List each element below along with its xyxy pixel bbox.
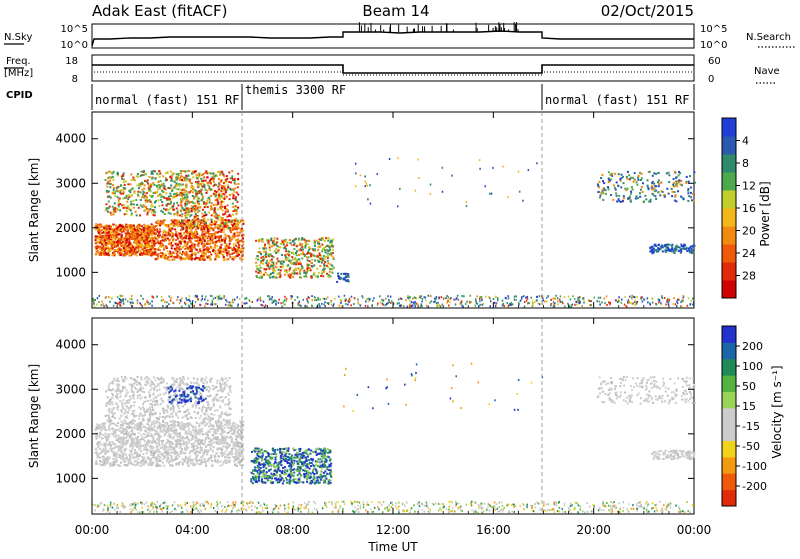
nsky-tick-low: 10^0	[61, 40, 88, 51]
y-tick-label: 3000	[55, 382, 86, 396]
colorbar-tick-label: -50	[742, 440, 760, 453]
nsearch-tick-low: 10^0	[700, 40, 727, 51]
colorbar-swatch	[722, 226, 736, 245]
colorbar-tick-label: 16	[742, 202, 756, 215]
nsky-tick-high: 10^5	[61, 24, 88, 35]
colorbar-swatch	[722, 262, 736, 281]
power-colorbar: 4 8 12 16 20 24 28	[722, 118, 756, 299]
freq-tick-high: 18	[65, 56, 78, 67]
colorbar-tick-label: 12	[742, 180, 756, 193]
freq-line	[92, 65, 694, 73]
colorbar-swatch	[722, 375, 736, 392]
colorbar-tick-label: 100	[742, 360, 763, 373]
colorbar-tick-label: 200	[742, 340, 763, 353]
colorbar-swatch	[722, 136, 736, 155]
colorbar-swatch	[722, 424, 736, 441]
x-tick-label: 20:00	[576, 523, 611, 537]
y-tick-label: 3000	[55, 176, 86, 190]
colorbar-swatch	[722, 473, 736, 490]
colorbar-swatch	[722, 457, 736, 474]
beam-label: Beam 14	[362, 2, 429, 20]
colorbar-swatch	[722, 172, 736, 191]
colorbar-swatch	[722, 408, 736, 425]
colorbar-swatch	[722, 326, 736, 343]
y-tick-label: 1000	[55, 471, 86, 485]
power-panel: 1000 2000 3000 4000 Slant Range [km] 4 8 12 16…	[27, 112, 772, 308]
station-title: Adak East (fitACF)	[92, 2, 227, 20]
colorbar-swatch	[722, 118, 736, 137]
colorbar-tick-label: -100	[742, 460, 767, 473]
nsky-panel: N.Sky 10^5 10^0 10^5 10^0 N.Search	[4, 22, 796, 51]
velocity-colorbar-label: Velocity [m s⁻¹]	[770, 365, 784, 458]
colorbar-swatch	[722, 441, 736, 458]
colorbar-swatch	[722, 342, 736, 359]
nsky-label: N.Sky	[4, 32, 32, 43]
cpid-segment-2: themis 3300 RF	[245, 83, 346, 97]
x-tick-label: 16:00	[476, 523, 511, 537]
freq-label-line1: Freq.	[6, 56, 31, 67]
date-label: 02/Oct/2015	[601, 2, 694, 20]
x-tick-label: 00:00	[677, 523, 712, 537]
colorbar-swatch	[722, 208, 736, 227]
cpid-row: CPID normal (fast) 151 RF themis 3300 RF…	[6, 83, 694, 110]
colorbar-swatch	[722, 280, 736, 299]
velocity-colorbar: 200 100 50 15 -15 -50 -100 -200	[722, 326, 767, 507]
colorbar-tick-label: 28	[742, 270, 756, 283]
colorbar-swatch	[722, 359, 736, 376]
colorbar-tick-label: -15	[742, 420, 760, 433]
colorbar-tick-label: 8	[742, 157, 749, 170]
y-tick-label: 1000	[55, 265, 86, 279]
colorbar-tick-label: 50	[742, 380, 756, 393]
colorbar-swatch	[722, 190, 736, 209]
x-tick-label: 04:00	[175, 523, 210, 537]
freq-tick-low: 8	[72, 74, 78, 85]
power-colorbar-label: Power [dB]	[758, 181, 772, 246]
nave-label: Nave	[754, 66, 780, 77]
power-ylabel: Slant Range [km]	[27, 158, 41, 262]
cpid-label: CPID	[6, 90, 33, 101]
freq-panel: Freq. [MHz] 18 8 60 0 Nave	[4, 55, 780, 85]
y-tick-label: 2000	[55, 427, 86, 441]
y-tick-label: 4000	[55, 132, 86, 146]
colorbar-tick-label: -200	[742, 480, 767, 493]
colorbar-swatch	[722, 154, 736, 173]
colorbar-tick-label: 24	[742, 247, 756, 260]
colorbar-tick-label: 4	[742, 135, 749, 148]
nsearch-label: N.Search	[746, 32, 791, 43]
velocity-plot-frame	[92, 318, 694, 514]
colorbar-tick-label: 20	[742, 225, 756, 238]
cpid-segment-1: normal (fast) 151 RF	[95, 93, 240, 107]
power-plot-frame	[92, 112, 694, 308]
nave-tick-high: 60	[708, 56, 721, 67]
colorbar-tick-label: 15	[742, 400, 756, 413]
freq-label-line2: [MHz]	[4, 68, 33, 79]
x-tick-label: 08:00	[275, 523, 310, 537]
colorbar-swatch	[722, 244, 736, 263]
colorbar-swatch	[722, 391, 736, 408]
nave-tick-low: 0	[708, 74, 714, 85]
velocity-ylabel: Slant Range [km]	[27, 364, 41, 468]
x-tick-label: 00:00	[75, 523, 110, 537]
y-tick-label: 4000	[55, 338, 86, 352]
cpid-segment-3: normal (fast) 151 RF	[545, 93, 690, 107]
nsky-line	[92, 31, 694, 46]
nsearch-tick-high: 10^5	[700, 24, 727, 35]
time-xlabel: Time UT	[367, 540, 418, 554]
colorbar-swatch	[722, 490, 736, 507]
y-tick-label: 2000	[55, 221, 86, 235]
x-tick-label: 12:00	[376, 523, 411, 537]
